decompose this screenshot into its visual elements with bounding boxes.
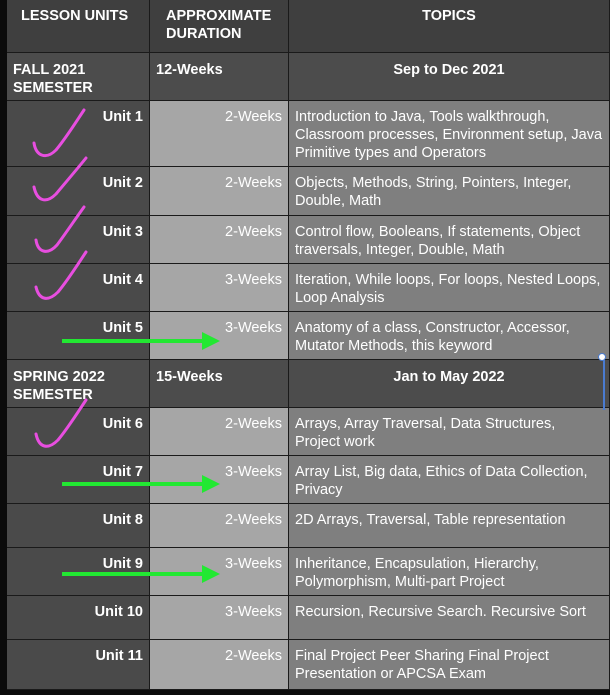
unit-duration: 3-Weeks — [150, 548, 289, 596]
unit-name: Unit 6 — [7, 408, 150, 456]
table-row-unit-10: Unit 10 3-Weeks Recursion, Recursive Sea… — [7, 596, 610, 640]
header-lesson-units: LESSON UNITS — [7, 0, 150, 53]
unit-duration: 3-Weeks — [150, 312, 289, 360]
unit-topics: Control flow, Booleans, If statements, O… — [289, 216, 610, 264]
table-row-unit-7: Unit 7 3-Weeks Array List, Big data, Eth… — [7, 456, 610, 504]
semester-dates: Sep to Dec 2021 — [289, 53, 610, 101]
unit-name: Unit 7 — [7, 456, 150, 504]
unit-duration: 3-Weeks — [150, 456, 289, 504]
table-row-unit-8: Unit 8 2-Weeks 2D Arrays, Traversal, Tab… — [7, 504, 610, 548]
unit-duration: 2-Weeks — [150, 640, 289, 690]
unit-name: Unit 11 — [7, 640, 150, 690]
semester-name: SPRING 2022 SEMESTER — [7, 360, 150, 408]
semester-duration: 12-Weeks — [150, 53, 289, 101]
unit-name: Unit 4 — [7, 264, 150, 312]
header-topics: TOPICS — [289, 0, 610, 53]
unit-duration: 2-Weeks — [150, 504, 289, 548]
table-row-unit-9: Unit 9 3-Weeks Inheritance, Encapsulatio… — [7, 548, 610, 596]
unit-name: Unit 9 — [7, 548, 150, 596]
selection-handle[interactable] — [598, 353, 606, 361]
unit-duration: 3-Weeks — [150, 596, 289, 640]
unit-duration: 2-Weeks — [150, 167, 289, 216]
semester-row-fall: FALL 2021 SEMESTER 12-Weeks Sep to Dec 2… — [7, 53, 610, 101]
table-row-unit-5: Unit 5 3-Weeks Anatomy of a class, Const… — [7, 312, 610, 360]
semester-dates: Jan to May 2022 — [289, 360, 610, 408]
table-row-unit-6: Unit 6 2-Weeks Arrays, Array Traversal, … — [7, 408, 610, 456]
semester-name-line2: SEMESTER — [13, 80, 93, 96]
unit-duration: 2-Weeks — [150, 408, 289, 456]
header-duration-line1: APPROXIMATE — [166, 8, 272, 24]
selection-border — [603, 358, 605, 410]
unit-topics: Recursion, Recursive Search. Recursive S… — [289, 596, 610, 640]
semester-duration: 15-Weeks — [150, 360, 289, 408]
unit-name: Unit 5 — [7, 312, 150, 360]
table-row-unit-1: Unit 1 2-Weeks Introduction to Java, Too… — [7, 101, 610, 167]
unit-topics: 2D Arrays, Traversal, Table representati… — [289, 504, 610, 548]
unit-topics: Inheritance, Encapsulation, Hierarchy, P… — [289, 548, 610, 596]
semester-name-line2: SEMESTER — [13, 387, 93, 403]
semester-name-line1: SPRING 2022 — [13, 369, 105, 385]
unit-topics: Array List, Big data, Ethics of Data Col… — [289, 456, 610, 504]
header-duration: APPROXIMATE DURATION — [150, 0, 289, 53]
semester-name: FALL 2021 SEMESTER — [7, 53, 150, 101]
header-duration-line2: DURATION — [166, 26, 242, 42]
table-row-unit-11: Unit 11 2-Weeks Final Project Peer Shari… — [7, 640, 610, 690]
unit-topics: Final Project Peer Sharing Final Project… — [289, 640, 610, 690]
unit-duration: 2-Weeks — [150, 101, 289, 167]
unit-name: Unit 1 — [7, 101, 150, 167]
unit-topics: Introduction to Java, Tools walkthrough,… — [289, 101, 610, 167]
unit-topics: Objects, Methods, String, Pointers, Inte… — [289, 167, 610, 216]
unit-name: Unit 2 — [7, 167, 150, 216]
unit-duration: 2-Weeks — [150, 216, 289, 264]
semester-row-spring: SPRING 2022 SEMESTER 15-Weeks Jan to May… — [7, 360, 610, 408]
table-row-unit-2: Unit 2 2-Weeks Objects, Methods, String,… — [7, 167, 610, 216]
unit-name: Unit 8 — [7, 504, 150, 548]
unit-topics: Iteration, While loops, For loops, Neste… — [289, 264, 610, 312]
semester-name-line1: FALL 2021 — [13, 62, 86, 78]
unit-duration: 3-Weeks — [150, 264, 289, 312]
unit-name: Unit 10 — [7, 596, 150, 640]
unit-name: Unit 3 — [7, 216, 150, 264]
unit-topics: Anatomy of a class, Constructor, Accesso… — [289, 312, 610, 360]
unit-topics: Arrays, Array Traversal, Data Structures… — [289, 408, 610, 456]
table-row-unit-4: Unit 4 3-Weeks Iteration, While loops, F… — [7, 264, 610, 312]
table-row-unit-3: Unit 3 2-Weeks Control flow, Booleans, I… — [7, 216, 610, 264]
table-header-row: LESSON UNITS APPROXIMATE DURATION TOPICS — [7, 0, 610, 53]
